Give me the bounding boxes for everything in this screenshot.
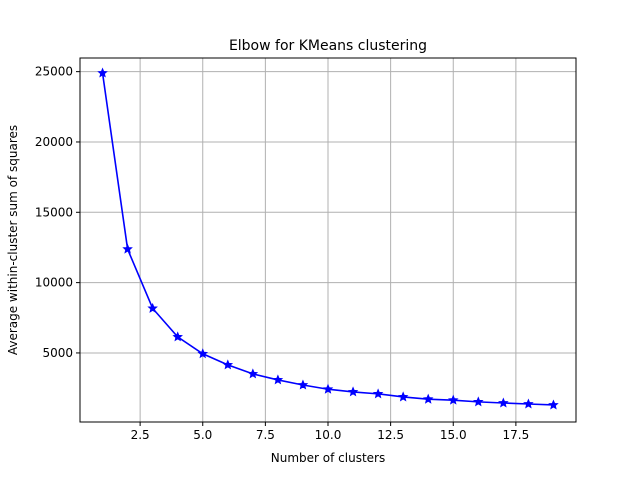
x-tick-label: 7.5 [256, 428, 275, 442]
data-point-marker [272, 374, 284, 385]
chart-title: Elbow for KMeans clustering [229, 38, 427, 54]
data-point-marker [523, 398, 534, 409]
data-point-marker [197, 348, 209, 359]
x-axis-label: Number of clusters [271, 451, 385, 465]
data-point-marker [172, 331, 183, 342]
data-point-marker [222, 359, 234, 370]
series [97, 67, 559, 410]
data-point-marker [347, 386, 359, 397]
data-point-marker [122, 243, 133, 254]
x-tick-label: 12.5 [377, 428, 404, 442]
y-tick-label: 15000 [35, 205, 73, 219]
data-point-marker [372, 388, 384, 399]
y-tick-label: 10000 [35, 276, 73, 290]
data-point-marker [447, 394, 459, 405]
data-point-marker [97, 67, 108, 78]
y-axis-label: Average within-cluster sum of squares [6, 125, 20, 355]
data-point-marker [422, 393, 434, 404]
y-tick-label: 5000 [42, 346, 73, 360]
data-point-marker [473, 396, 484, 407]
y-axis-ticks: 5000 10000 15000 20000 25000 [35, 65, 80, 360]
x-axis-ticks: 2.5 5.0 7.5 10.0 12.5 15.0 17.5 [131, 422, 530, 442]
y-tick-label: 20000 [35, 135, 73, 149]
data-point-marker [498, 397, 509, 408]
data-point-marker [297, 379, 309, 390]
data-point-marker [397, 391, 409, 402]
data-point-marker [548, 399, 559, 410]
x-tick-label: 10.0 [315, 428, 342, 442]
data-point-marker [147, 302, 158, 313]
x-tick-label: 2.5 [131, 428, 150, 442]
data-point-marker [247, 368, 259, 379]
x-tick-label: 5.0 [193, 428, 212, 442]
x-tick-label: 15.0 [440, 428, 467, 442]
y-tick-label: 25000 [35, 65, 73, 79]
x-tick-label: 17.5 [503, 428, 530, 442]
grid [80, 58, 576, 422]
data-point-marker [322, 383, 334, 394]
